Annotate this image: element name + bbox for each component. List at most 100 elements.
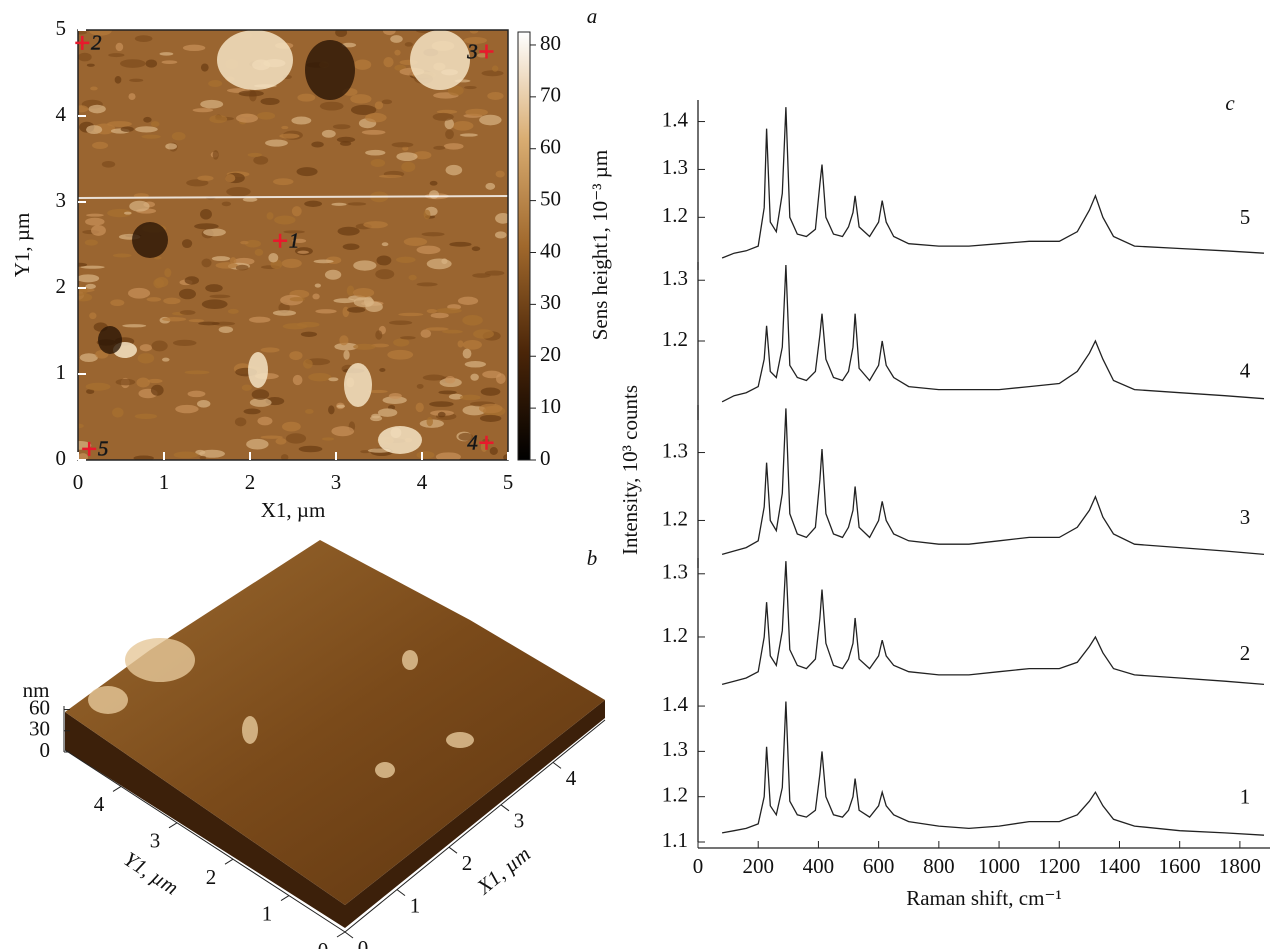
x-tick-label: 2 bbox=[462, 851, 473, 875]
texture-grain bbox=[273, 310, 296, 316]
texture-grain bbox=[465, 361, 486, 367]
texture-grain bbox=[292, 206, 302, 216]
colorbar-tick-label: 0 bbox=[540, 446, 551, 470]
texture-grain bbox=[252, 389, 270, 400]
texture-grain bbox=[370, 416, 382, 422]
y-axis-label: Intensity, 10³ counts bbox=[618, 385, 642, 555]
x-tick-label: 1400 bbox=[1098, 854, 1140, 878]
x-tick bbox=[449, 847, 457, 853]
point-label: 1 bbox=[289, 229, 300, 253]
texture-grain bbox=[102, 161, 115, 168]
texture-grain bbox=[162, 358, 170, 362]
texture-grain bbox=[159, 52, 173, 55]
texture-grain bbox=[249, 317, 270, 323]
texture-grain bbox=[328, 377, 338, 381]
texture-grain bbox=[128, 288, 150, 299]
point-label: 5 bbox=[98, 437, 109, 461]
y-tick-label: 3 bbox=[150, 829, 161, 853]
texture-grain bbox=[446, 165, 463, 176]
texture-grain bbox=[438, 412, 446, 418]
texture-grain bbox=[213, 150, 219, 160]
spectrum-line bbox=[722, 107, 1264, 258]
texture-grain bbox=[85, 240, 98, 246]
texture-grain bbox=[162, 317, 186, 321]
point-label: 4 bbox=[467, 431, 478, 455]
texture-grain bbox=[124, 212, 132, 215]
y-tick-label: 1.2 bbox=[662, 506, 688, 530]
x-tick-label: 3 bbox=[331, 470, 342, 494]
texture-grain bbox=[365, 113, 387, 122]
texture-grain bbox=[429, 401, 453, 407]
texture-grain bbox=[257, 112, 275, 120]
texture-grain bbox=[208, 80, 222, 87]
texture-grain bbox=[78, 53, 92, 62]
texture-grain bbox=[353, 344, 376, 350]
texture-grain bbox=[86, 125, 102, 134]
texture-grain bbox=[193, 108, 214, 112]
y-tick-label: 4 bbox=[94, 792, 105, 816]
figure: 012345012345X1, µmY1, µm1234501020304050… bbox=[0, 0, 1276, 949]
dark-spot bbox=[132, 222, 168, 258]
surface-peak bbox=[242, 716, 258, 744]
surface-peak bbox=[125, 638, 195, 682]
texture-grain bbox=[315, 284, 321, 288]
spectrum-line bbox=[722, 561, 1264, 684]
x-axis-label: X1, µm bbox=[472, 842, 535, 900]
texture-grain bbox=[129, 201, 149, 212]
texture-grain bbox=[115, 76, 122, 84]
series-label: 1 bbox=[1240, 784, 1251, 808]
colorbar-tick-label: 80 bbox=[540, 31, 561, 55]
texture-grain bbox=[322, 437, 334, 440]
texture-grain bbox=[390, 35, 403, 43]
texture-grain bbox=[116, 379, 136, 386]
texture-grain bbox=[481, 387, 501, 395]
texture-grain bbox=[465, 109, 488, 116]
texture-grain bbox=[197, 400, 210, 408]
page: 012345012345X1, µmY1, µm1234501020304050… bbox=[0, 0, 1276, 949]
texture-grain bbox=[392, 142, 414, 147]
y-tick bbox=[225, 859, 233, 864]
texture-grain bbox=[253, 156, 268, 165]
dark-spot bbox=[98, 326, 122, 354]
texture-grain bbox=[257, 417, 272, 426]
y-tick-label: 1.2 bbox=[662, 327, 688, 351]
texture-grain bbox=[463, 340, 482, 350]
texture-grain bbox=[423, 375, 445, 381]
texture-grain bbox=[458, 340, 464, 347]
texture-grain bbox=[261, 436, 283, 439]
panel-label: a bbox=[587, 4, 598, 28]
texture-grain bbox=[401, 162, 415, 172]
texture-grain bbox=[291, 117, 311, 125]
texture-grain bbox=[155, 277, 169, 287]
texture-grain bbox=[343, 307, 350, 318]
texture-grain bbox=[463, 349, 472, 359]
texture-grain bbox=[183, 45, 205, 51]
texture-grain bbox=[354, 60, 371, 70]
spectrum-line bbox=[722, 702, 1264, 836]
texture-grain bbox=[128, 93, 135, 100]
bright-spot bbox=[344, 363, 372, 407]
bright-spot bbox=[378, 426, 422, 454]
y-tick-label: 2 bbox=[56, 274, 67, 298]
texture-grain bbox=[311, 142, 323, 148]
texture-grain bbox=[328, 405, 335, 414]
x-tick-label: 3 bbox=[514, 809, 525, 833]
texture-grain bbox=[322, 130, 336, 138]
texture-grain bbox=[110, 299, 124, 306]
texture-grain bbox=[225, 174, 235, 182]
texture-grain bbox=[427, 258, 452, 269]
texture-grain bbox=[201, 259, 211, 268]
texture-grain bbox=[375, 269, 394, 279]
texture-grain bbox=[347, 285, 355, 295]
texture-grain bbox=[422, 232, 445, 236]
texture-grain bbox=[240, 241, 248, 245]
texture-grain bbox=[314, 260, 334, 264]
texture-grain bbox=[460, 133, 478, 136]
texture-grain bbox=[405, 42, 413, 46]
y-tick-label: 1.3 bbox=[662, 155, 688, 179]
texture-grain bbox=[304, 201, 322, 207]
texture-grain bbox=[200, 209, 212, 219]
z-axis-label: nm bbox=[23, 678, 50, 702]
bright-spot bbox=[410, 30, 470, 90]
point-label: 2 bbox=[91, 31, 102, 55]
